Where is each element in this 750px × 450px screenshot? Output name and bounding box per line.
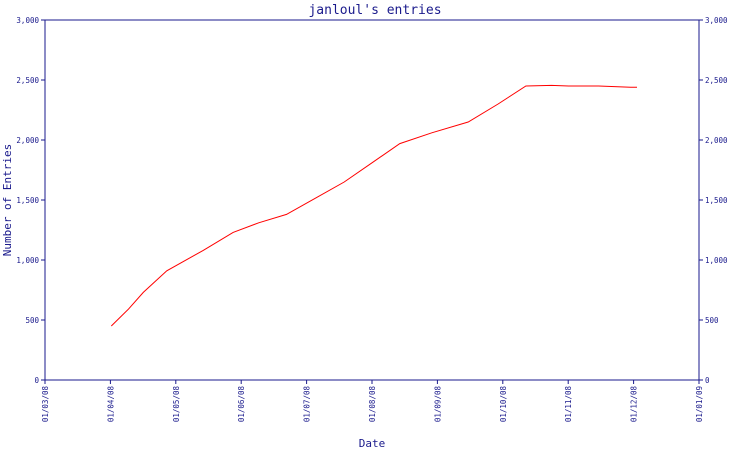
y-tick-label: 1,500 (16, 196, 39, 205)
y-tick-label-right: 0 (705, 376, 710, 385)
y-tick-label-right: 2,000 (705, 136, 728, 145)
x-tick-label: 01/10/08 (499, 386, 508, 423)
y-tick-label: 500 (25, 316, 39, 325)
y-tick-label: 1,000 (16, 256, 39, 265)
x-tick-label: 01/11/08 (564, 386, 573, 423)
x-axis-label: Date (359, 437, 386, 450)
y-tick-label-right: 3,000 (705, 16, 728, 25)
y-tick-label: 0 (34, 376, 39, 385)
x-tick-label: 01/03/08 (41, 386, 50, 423)
x-tick-label: 01/08/08 (368, 386, 377, 423)
y-axis-left: 0 500 1,000 1,500 2,000 2,500 3,000 (16, 16, 45, 385)
series-line (110, 84, 637, 327)
chart-title: janloul's entries (308, 3, 441, 18)
x-tick-label: 01/09/08 (433, 386, 442, 423)
x-axis: 01/03/08 01/04/08 01/05/08 01/06/08 01/07/08… (41, 380, 704, 422)
x-tick-label: 01/05/08 (172, 386, 181, 423)
y-tick-label-right: 1,500 (705, 196, 728, 205)
y-tick-label-right: 1,000 (705, 256, 728, 265)
x-tick-label: 01/04/08 (106, 386, 115, 423)
y-axis-label: Number of Entries (1, 144, 14, 257)
y-tick-label-right: 2,500 (705, 76, 728, 85)
x-tick-label: 01/06/08 (237, 386, 246, 423)
y-tick-label: 2,500 (16, 76, 39, 85)
x-tick-label: 01/07/08 (303, 386, 312, 423)
y-tick-label-right: 500 (705, 316, 719, 325)
y-tick-label: 3,000 (16, 16, 39, 25)
plot-frame (44, 19, 700, 381)
x-tick-label: 01/01/09 (695, 386, 704, 422)
y-axis-right: 0 500 1,000 1,500 2,000 2,500 3,000 (699, 16, 728, 385)
x-tick-label: 01/12/08 (630, 386, 639, 423)
y-tick-label: 2,000 (16, 136, 39, 145)
